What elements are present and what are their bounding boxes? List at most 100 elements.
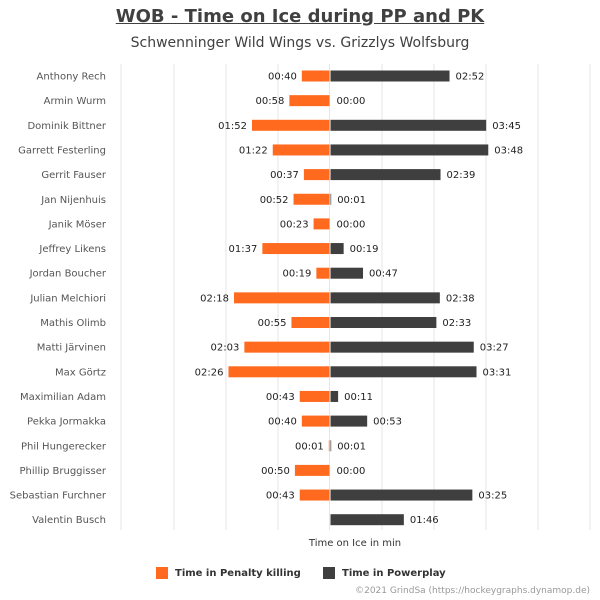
category-label: Phillip Bruggisser bbox=[20, 466, 107, 477]
category-label: Janik Möser bbox=[48, 219, 107, 230]
bar-penalty-killing bbox=[228, 366, 330, 378]
legend-label-pk: Time in Penalty killing bbox=[175, 567, 301, 579]
chart-subtitle: Schwenninger Wild Wings vs. Grizzlys Wol… bbox=[130, 35, 470, 51]
data-label-powerplay: 02:39 bbox=[447, 170, 476, 181]
bar-penalty-killing bbox=[313, 218, 330, 230]
bar-powerplay bbox=[330, 144, 489, 156]
bar-penalty-killing bbox=[294, 464, 330, 476]
data-label-penalty-killing: 02:26 bbox=[195, 367, 224, 378]
data-label-powerplay: 02:38 bbox=[446, 293, 475, 304]
category-label: Garrett Festerling bbox=[18, 145, 106, 156]
bar-penalty-killing bbox=[328, 440, 330, 452]
data-label-powerplay: 02:33 bbox=[442, 318, 471, 329]
data-label-penalty-killing: 00:43 bbox=[266, 392, 295, 403]
data-label-powerplay: 00:00 bbox=[337, 96, 366, 107]
data-label-penalty-killing: 01:37 bbox=[229, 244, 258, 255]
bar-penalty-killing bbox=[291, 317, 330, 328]
data-label-penalty-killing: 00:19 bbox=[283, 269, 312, 280]
category-label: Maximilian Adam bbox=[20, 392, 106, 403]
bar-penalty-killing bbox=[316, 267, 330, 279]
data-label-powerplay: 03:27 bbox=[480, 343, 509, 354]
bar-penalty-killing bbox=[244, 341, 330, 353]
data-label-penalty-killing: 00:01 bbox=[295, 441, 324, 452]
category-label: Anthony Rech bbox=[37, 72, 106, 83]
data-label-penalty-killing: 01:52 bbox=[218, 121, 247, 132]
bar-penalty-killing bbox=[293, 193, 330, 205]
data-label-powerplay: 03:25 bbox=[478, 491, 507, 502]
bar-powerplay bbox=[330, 292, 440, 304]
data-label-penalty-killing: 02:03 bbox=[211, 343, 240, 354]
legend: Time in Penalty killing Time in Powerpla… bbox=[0, 567, 600, 583]
data-label-penalty-killing: 00:58 bbox=[256, 96, 285, 107]
bar-penalty-killing bbox=[303, 169, 330, 181]
bar-penalty-killing bbox=[301, 70, 330, 82]
bar-powerplay bbox=[330, 317, 437, 328]
bar-powerplay bbox=[330, 440, 332, 452]
data-label-powerplay: 03:45 bbox=[492, 121, 521, 132]
data-label-powerplay: 00:47 bbox=[369, 269, 398, 280]
legend-item-pp: Time in Powerplay bbox=[323, 567, 446, 579]
bar-powerplay bbox=[330, 193, 332, 205]
category-label: Jan Nijenhuis bbox=[40, 195, 106, 206]
data-label-powerplay: 03:48 bbox=[494, 145, 523, 156]
data-label-penalty-killing: 00:23 bbox=[280, 219, 309, 230]
data-label-powerplay: 02:52 bbox=[456, 72, 485, 83]
bar-powerplay bbox=[330, 267, 364, 279]
data-label-powerplay: 01:46 bbox=[410, 515, 439, 526]
bar-chart: Anthony Rech 00:40 02:52 Armin Wurm 00:58 00:… bbox=[10, 64, 591, 549]
data-label-powerplay: 00:53 bbox=[373, 417, 402, 428]
bar-powerplay bbox=[330, 390, 339, 402]
data-label-penalty-killing: 02:18 bbox=[200, 293, 229, 304]
bar-penalty-killing bbox=[251, 119, 330, 131]
bar-penalty-killing bbox=[272, 144, 330, 156]
legend-label-pp: Time in Powerplay bbox=[342, 567, 446, 579]
category-label: Jeffrey Likens bbox=[38, 244, 106, 255]
category-label: Dominik Bittner bbox=[27, 121, 106, 132]
bar-powerplay bbox=[330, 366, 477, 378]
data-label-powerplay: 00:00 bbox=[337, 219, 366, 230]
category-label: Jordan Boucher bbox=[29, 269, 107, 280]
category-label: Max Görtz bbox=[55, 367, 106, 378]
category-label: Valentin Busch bbox=[32, 515, 106, 526]
data-label-powerplay: 03:31 bbox=[483, 367, 512, 378]
data-label-penalty-killing: 00:40 bbox=[268, 72, 297, 83]
bar-penalty-killing bbox=[289, 95, 330, 107]
bar-powerplay bbox=[330, 169, 441, 181]
category-label: Gerrit Fauser bbox=[41, 170, 106, 181]
bar-penalty-killing bbox=[299, 489, 330, 501]
bar-powerplay bbox=[330, 119, 487, 131]
data-label-penalty-killing: 00:50 bbox=[261, 466, 290, 477]
data-label-powerplay: 00:19 bbox=[350, 244, 379, 255]
data-label-powerplay: 00:11 bbox=[344, 392, 373, 403]
category-label: Mathis Olimb bbox=[40, 318, 106, 329]
bar-penalty-killing bbox=[299, 390, 330, 402]
category-label: Sebastian Furchner bbox=[10, 491, 107, 502]
category-label: Matti Järvinen bbox=[37, 343, 106, 354]
category-label: Armin Wurm bbox=[44, 96, 106, 107]
legend-swatch-pk bbox=[156, 567, 168, 579]
bar-powerplay bbox=[330, 415, 368, 427]
category-label: Julian Melchiori bbox=[29, 293, 106, 304]
legend-swatch-pp bbox=[323, 567, 335, 579]
credit-text: ©2021 GrindSa (https://hockeygraphs.dyna… bbox=[355, 586, 590, 596]
legend-item-pk: Time in Penalty killing bbox=[156, 567, 301, 579]
data-label-penalty-killing: 00:52 bbox=[260, 195, 289, 206]
chart-title: WOB - Time on Ice during PP and PK bbox=[115, 6, 485, 27]
data-label-penalty-killing: 01:22 bbox=[239, 145, 268, 156]
data-label-penalty-killing: 00:55 bbox=[258, 318, 287, 329]
x-axis-label: Time on Ice in min bbox=[308, 538, 401, 549]
category-label: Pekka Jormakka bbox=[27, 417, 106, 428]
data-label-powerplay: 00:01 bbox=[337, 195, 366, 206]
category-label: Phil Hungerecker bbox=[21, 441, 107, 452]
data-label-penalty-killing: 00:43 bbox=[266, 491, 295, 502]
bar-penalty-killing bbox=[234, 292, 330, 304]
bar-powerplay bbox=[330, 514, 404, 526]
data-label-powerplay: 00:00 bbox=[337, 466, 366, 477]
bar-powerplay bbox=[330, 489, 473, 501]
bar-penalty-killing bbox=[262, 243, 330, 255]
data-label-powerplay: 00:01 bbox=[337, 441, 366, 452]
bar-powerplay bbox=[330, 70, 450, 82]
bar-powerplay bbox=[330, 341, 474, 353]
bar-penalty-killing bbox=[301, 415, 330, 427]
bar-powerplay bbox=[330, 243, 344, 255]
